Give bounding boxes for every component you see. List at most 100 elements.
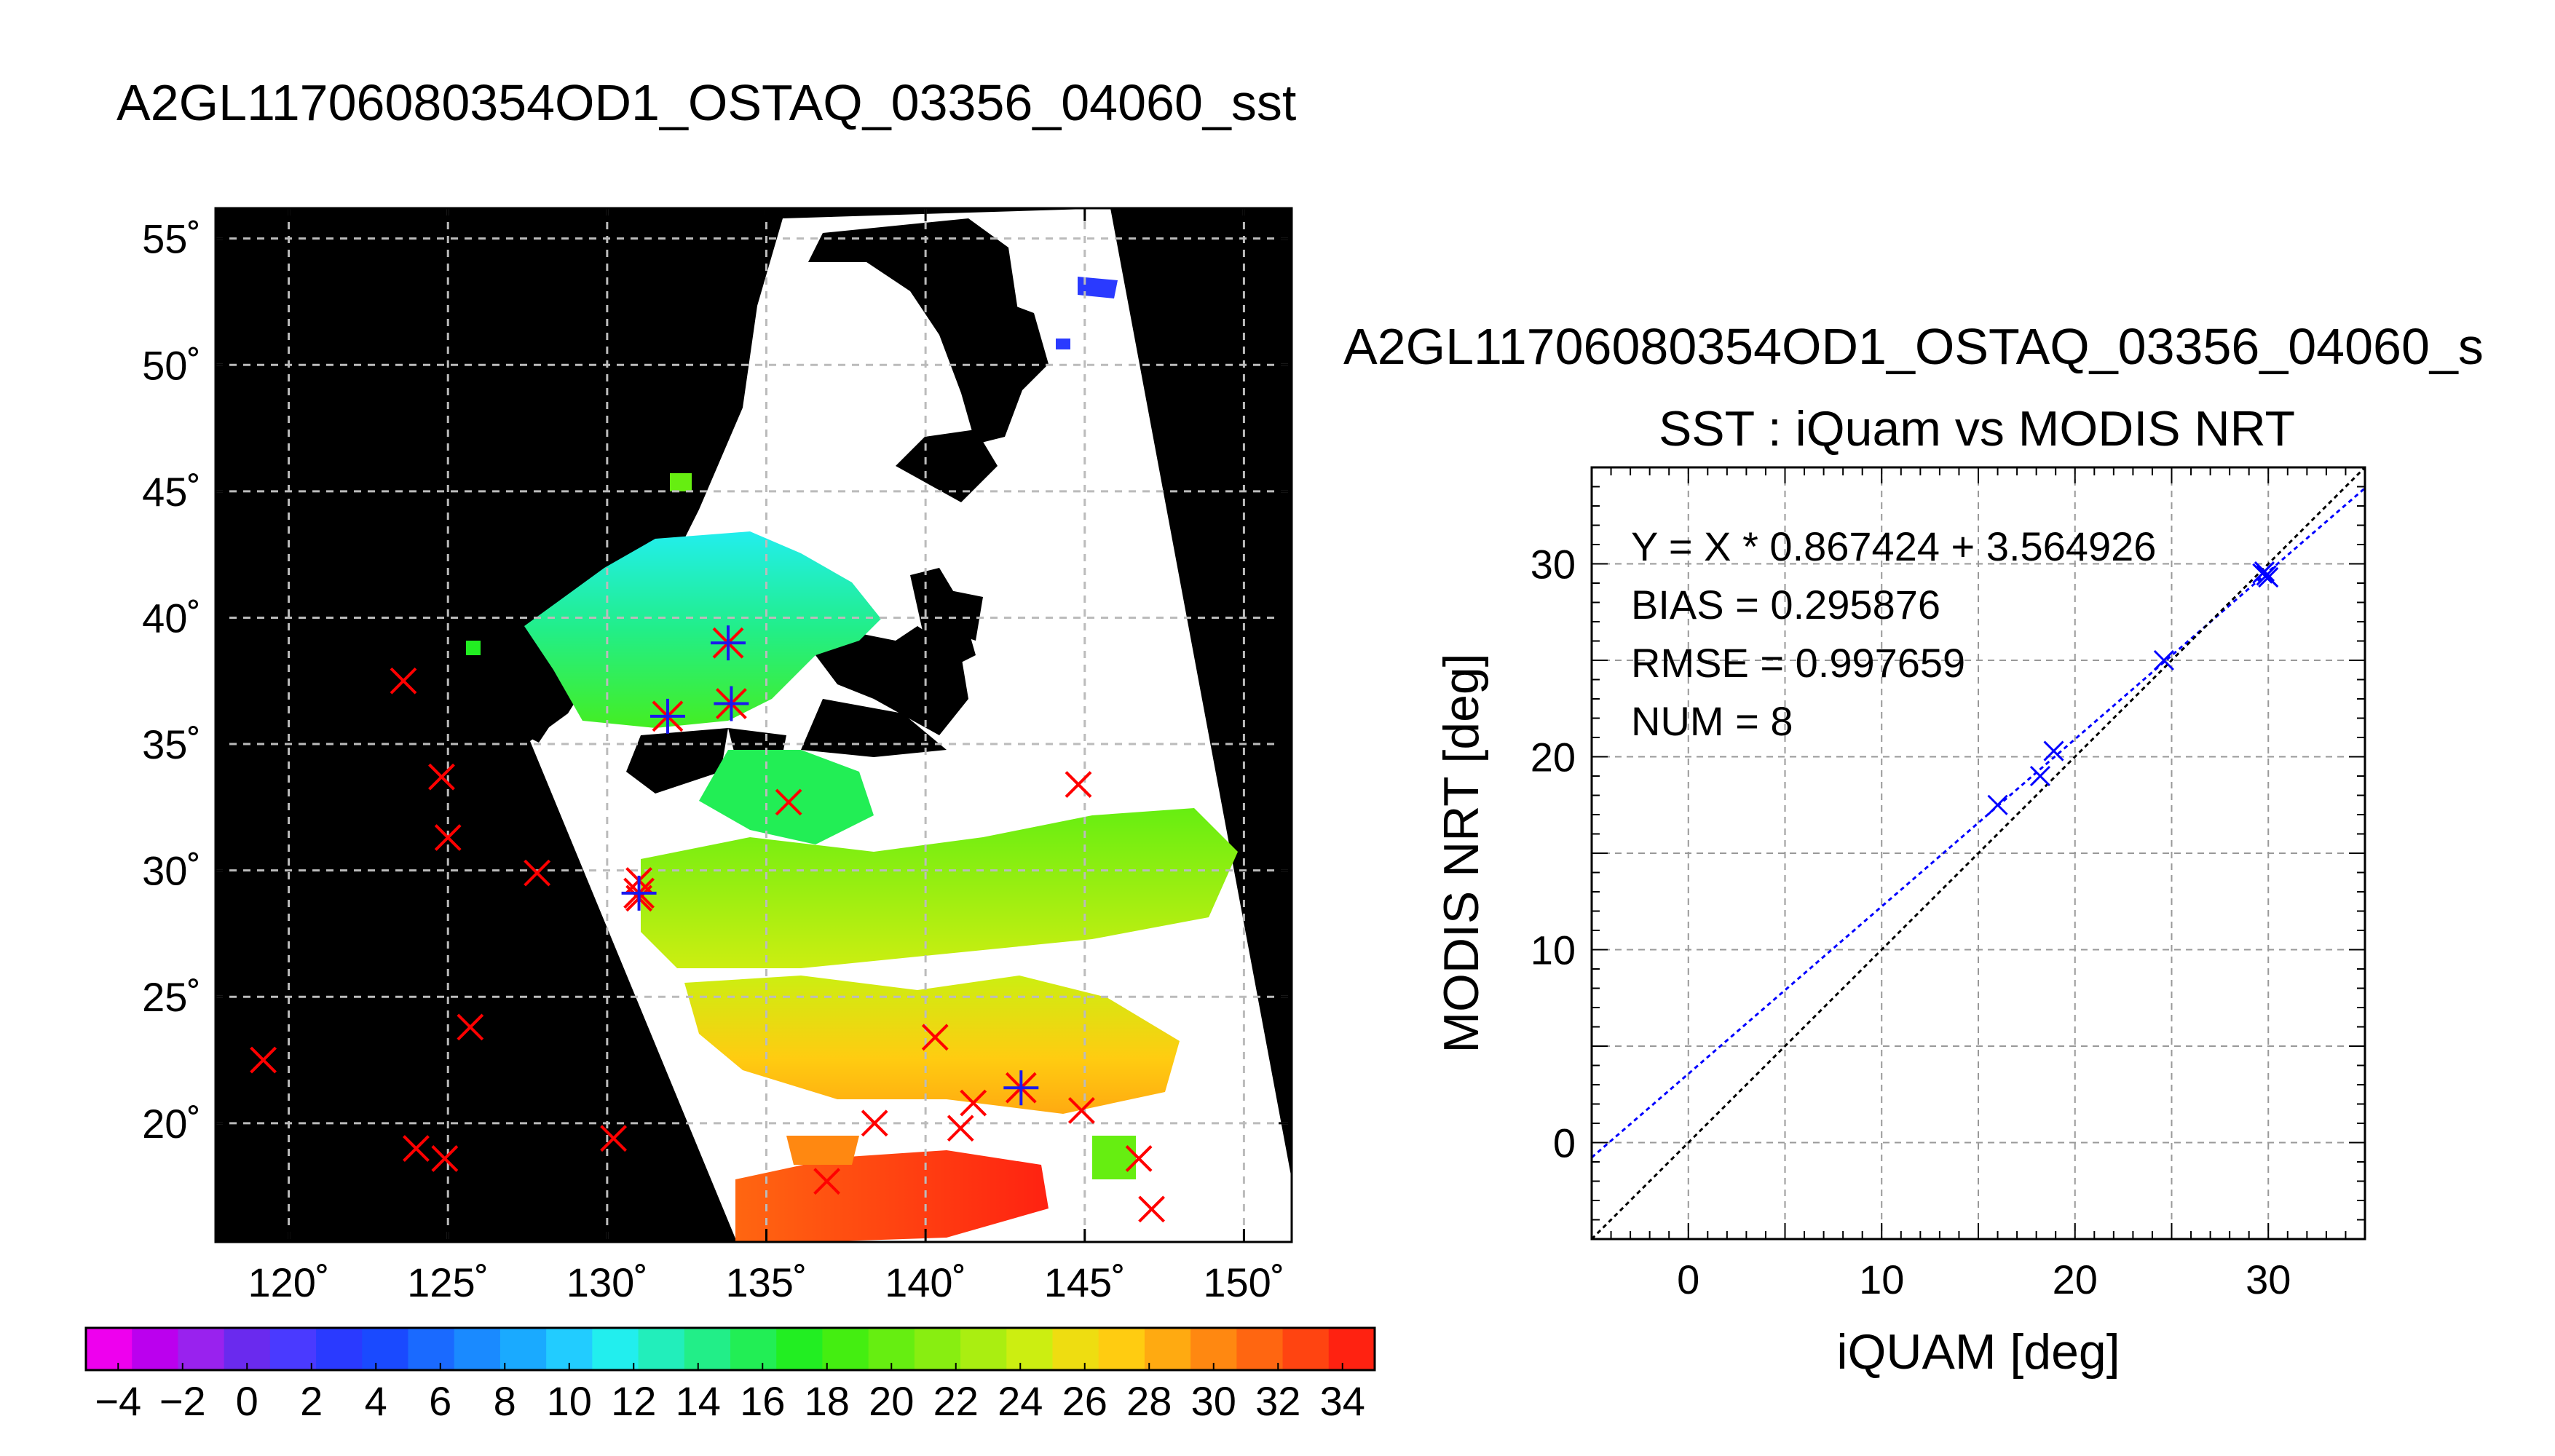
sst-fields: [466, 277, 1238, 1242]
colorbar-swatch: [592, 1328, 639, 1370]
marker-red-x: [1067, 1097, 1095, 1124]
scatter-lines: [1592, 467, 2365, 1239]
colorbar-swatch: [499, 1328, 547, 1370]
marker-blue-star: [711, 625, 746, 661]
colorbar-swatch: [362, 1328, 409, 1370]
scatter-xtick-label: 0: [1677, 1257, 1699, 1302]
colorbar-tick-label: 22: [933, 1378, 979, 1424]
colorbar-tick-label: −4: [95, 1378, 141, 1424]
colorbar-swatch: [1006, 1328, 1054, 1370]
marker-red-x: [947, 1115, 974, 1142]
colorbar-swatch: [316, 1328, 363, 1370]
colorbar-tick-label: 0: [236, 1378, 258, 1424]
stat-num: NUM = 8: [1631, 698, 1793, 744]
marker-blue-star: [621, 875, 657, 911]
colorbar-swatch: [1236, 1328, 1284, 1370]
colorbar-swatch: [178, 1328, 225, 1370]
marker-red-x: [524, 859, 551, 887]
marker-red-x: [861, 1109, 888, 1137]
map-lat-tick-label: 55˚: [142, 216, 201, 262]
scatter-xtick-label: 30: [2246, 1257, 2291, 1302]
colorbar-swatch: [1328, 1328, 1375, 1370]
map-lat-tick-label: 25˚: [142, 974, 201, 1020]
scatter-ytick-label: 20: [1531, 735, 1576, 780]
scatter-point: [2153, 649, 2174, 671]
colorbar-swatch: [776, 1328, 824, 1370]
colorbar-tick-label: 2: [300, 1378, 323, 1424]
colorbar-swatch: [960, 1328, 1008, 1370]
marker-red-x: [428, 763, 455, 791]
colorbar-tick-label: 8: [494, 1378, 516, 1424]
marker-red-x: [1125, 1145, 1153, 1172]
marker-red-x: [600, 1125, 628, 1152]
colorbar-swatch: [1052, 1328, 1099, 1370]
scatter-point: [1987, 794, 2008, 815]
map-lon-tick-label: 120˚: [248, 1259, 330, 1305]
marker-red-x: [960, 1089, 987, 1117]
colorbar-swatch: [269, 1328, 317, 1370]
scatter-title: SST : iQuam vs MODIS NRT: [1659, 401, 2295, 456]
marker-red-x: [1138, 1195, 1166, 1223]
map-lon-tick-label: 140˚: [885, 1259, 966, 1305]
colorbar-swatch: [1144, 1328, 1191, 1370]
colorbar-tick-label: 26: [1062, 1378, 1107, 1424]
colorbar-tick-label: 14: [676, 1378, 721, 1424]
colorbar-tick-label: 10: [547, 1378, 592, 1424]
scatter-point: [2043, 740, 2064, 761]
map-lon-tick-label: 135˚: [725, 1259, 807, 1305]
marker-red-x: [390, 667, 417, 695]
stat-rmse: RMSE = 0.997659: [1631, 640, 1965, 686]
map-gridlines: [216, 208, 1292, 1242]
colorbar-frame: [84, 1326, 1376, 1372]
scatter-point: [2254, 561, 2275, 582]
colorbar-tick-label: 16: [740, 1378, 785, 1424]
colorbar-swatches: [86, 1328, 1375, 1370]
scatter-points: [1987, 561, 2279, 815]
colorbar-tick-label: 30: [1191, 1378, 1236, 1424]
y-axis-label: MODIS NRT [deg]: [1434, 653, 1489, 1053]
map-title: A2GL11706080354OD1_OSTAQ_03356_04060_sst: [117, 74, 1296, 131]
stat-equation: Y = X * 0.867424 + 3.564926: [1631, 523, 2156, 569]
scatter-ticks: 0 10 20 30 0 10 20 30: [1531, 467, 2366, 1302]
marker-red-x: [431, 1145, 459, 1172]
colorbar-swatch: [454, 1328, 501, 1370]
colorbar-swatch: [408, 1328, 455, 1370]
map-lon-tick-label: 145˚: [1044, 1259, 1126, 1305]
map-frame: [214, 207, 1293, 1243]
scatter-xtick-label: 10: [1859, 1257, 1904, 1302]
map-lon-tick-label: 125˚: [407, 1259, 489, 1305]
marker-blue-star: [1003, 1070, 1039, 1106]
identity-line: [1592, 467, 2365, 1239]
map-lat-tick-label: 40˚: [142, 595, 201, 641]
colorbar-tick-label: 28: [1126, 1378, 1172, 1424]
map-lon-tick-label: 130˚: [566, 1259, 648, 1305]
marker-red-x: [813, 1168, 840, 1195]
colorbar-swatch: [86, 1328, 133, 1370]
colorbar-tick-label: −2: [159, 1378, 206, 1424]
colorbar-tick-label: 32: [1255, 1378, 1300, 1424]
marker-red-x: [775, 788, 802, 816]
colorbar-tick-label: 34: [1320, 1378, 1365, 1424]
colorbar-tick-label: 4: [365, 1378, 387, 1424]
marker-red-x: [1065, 771, 1092, 799]
marker-red-x: [250, 1046, 277, 1074]
scatter-ytick-label: 10: [1531, 927, 1576, 973]
scatter-point: [2029, 765, 2051, 787]
marker-blue-star: [649, 698, 685, 734]
colorbar-swatch: [638, 1328, 685, 1370]
colorbar: −4 −2 0 2 4 6 8 10 12 14 16 18 20 22 24 26 28 30 32 34: [84, 1326, 1376, 1424]
colorbar-swatch: [730, 1328, 778, 1370]
scatter-ytick-label: 30: [1531, 542, 1576, 587]
map-lat-tick-label: 30˚: [142, 848, 201, 894]
scatter-file-label: A2GL11706080354OD1_OSTAQ_03356_04060_s: [1343, 318, 2484, 375]
map-lat-tick-label: 50˚: [142, 342, 201, 388]
map-lat-tick-label: 35˚: [142, 721, 201, 767]
x-axis-label: iQUAM [deg]: [1836, 1324, 2120, 1380]
colorbar-swatch: [914, 1328, 961, 1370]
colorbar-swatch: [1098, 1328, 1145, 1370]
map-markers: [250, 625, 1166, 1223]
stat-bias: BIAS = 0.295876: [1631, 582, 1940, 628]
marker-red-x: [434, 824, 462, 851]
marker-red-x: [457, 1013, 484, 1041]
